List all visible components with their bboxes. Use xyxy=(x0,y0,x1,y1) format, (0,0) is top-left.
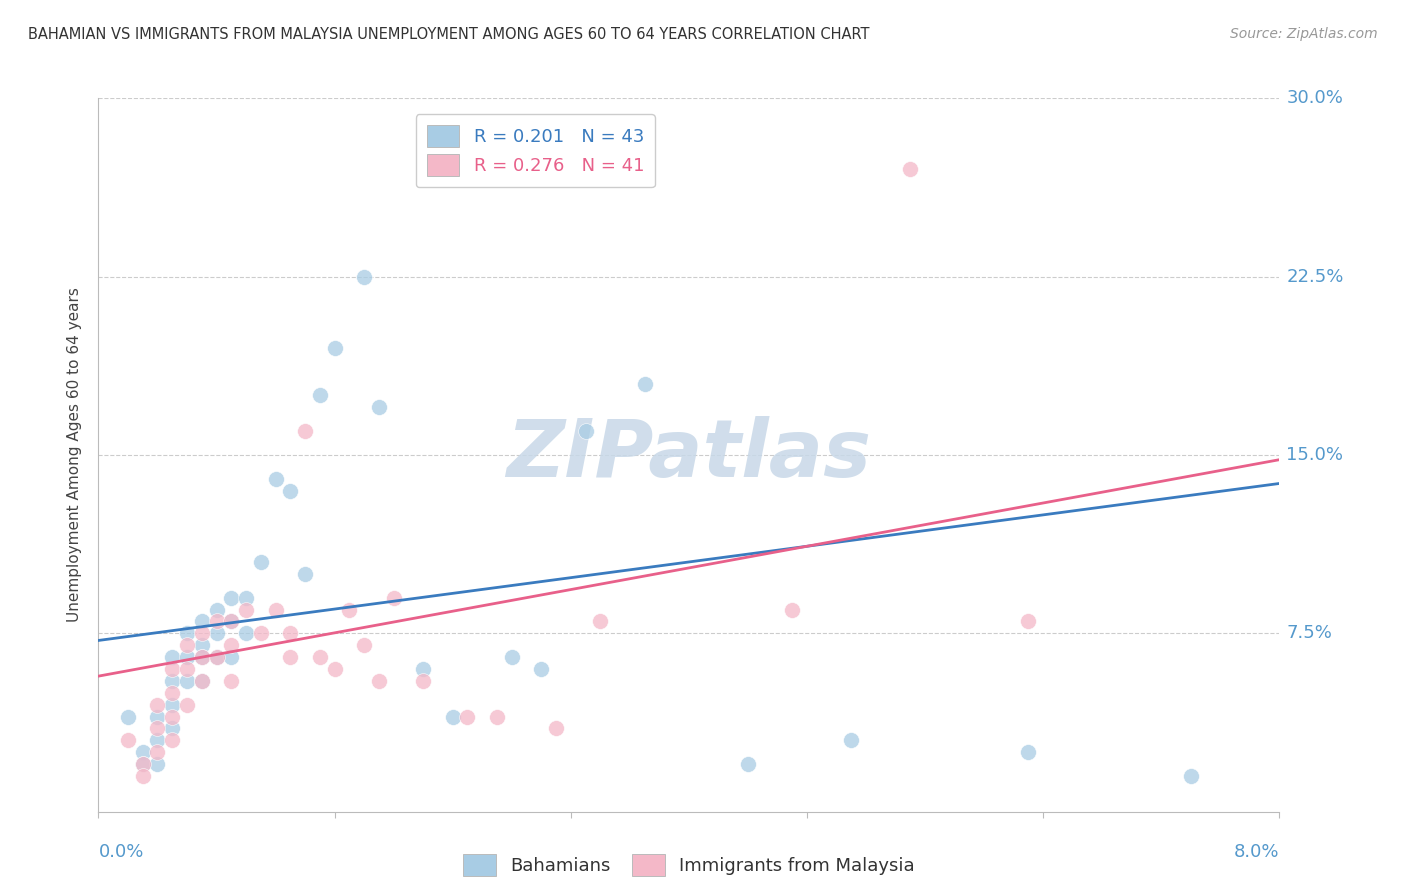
Point xyxy=(162,662,183,676)
Point xyxy=(412,673,434,688)
Point xyxy=(278,650,301,665)
Point xyxy=(367,401,389,415)
Point xyxy=(250,555,273,569)
Point xyxy=(1017,615,1039,629)
Point xyxy=(382,591,405,605)
Point xyxy=(146,709,169,723)
Point xyxy=(117,709,139,723)
Point xyxy=(294,424,316,438)
Point xyxy=(191,626,214,640)
Point xyxy=(219,615,242,629)
Point xyxy=(412,662,434,676)
Point xyxy=(353,269,375,284)
Point xyxy=(219,638,242,652)
Point xyxy=(530,662,553,676)
Point xyxy=(441,709,464,723)
Point xyxy=(205,650,228,665)
Legend: Bahamians, Immigrants from Malaysia: Bahamians, Immigrants from Malaysia xyxy=(454,845,924,885)
Point xyxy=(264,602,287,616)
Point xyxy=(162,650,183,665)
Point xyxy=(898,162,921,177)
Point xyxy=(162,733,183,747)
Point xyxy=(176,698,198,712)
Text: 15.0%: 15.0% xyxy=(1286,446,1344,464)
Text: 22.5%: 22.5% xyxy=(1286,268,1344,285)
Y-axis label: Unemployment Among Ages 60 to 64 years: Unemployment Among Ages 60 to 64 years xyxy=(67,287,83,623)
Text: ZIPatlas: ZIPatlas xyxy=(506,416,872,494)
Point xyxy=(235,602,257,616)
Point xyxy=(219,650,242,665)
Text: 30.0%: 30.0% xyxy=(1286,89,1343,107)
Point xyxy=(839,733,862,747)
Point xyxy=(1017,745,1039,759)
Point xyxy=(633,376,655,391)
Point xyxy=(235,591,257,605)
Point xyxy=(191,673,214,688)
Point xyxy=(146,745,169,759)
Point xyxy=(589,615,612,629)
Point xyxy=(176,626,198,640)
Point xyxy=(544,722,567,736)
Point xyxy=(146,698,169,712)
Text: 0.0%: 0.0% xyxy=(98,843,143,861)
Point xyxy=(456,709,478,723)
Point xyxy=(308,650,332,665)
Point xyxy=(191,673,214,688)
Point xyxy=(162,673,183,688)
Point xyxy=(323,341,346,355)
Point xyxy=(176,638,198,652)
Text: BAHAMIAN VS IMMIGRANTS FROM MALAYSIA UNEMPLOYMENT AMONG AGES 60 TO 64 YEARS CORR: BAHAMIAN VS IMMIGRANTS FROM MALAYSIA UNE… xyxy=(28,27,870,42)
Point xyxy=(501,650,523,665)
Point xyxy=(176,662,198,676)
Point xyxy=(191,638,214,652)
Point xyxy=(219,591,242,605)
Point xyxy=(574,424,596,438)
Point xyxy=(323,662,346,676)
Point xyxy=(337,602,360,616)
Point xyxy=(294,566,316,581)
Point xyxy=(191,650,214,665)
Point xyxy=(264,472,287,486)
Point xyxy=(205,602,228,616)
Point xyxy=(146,733,169,747)
Point xyxy=(176,650,198,665)
Point xyxy=(205,615,228,629)
Point xyxy=(1180,769,1202,783)
Point xyxy=(162,698,183,712)
Point xyxy=(235,626,257,640)
Point xyxy=(191,650,214,665)
Point xyxy=(250,626,273,640)
Point xyxy=(146,757,169,772)
Point xyxy=(132,769,155,783)
Text: 8.0%: 8.0% xyxy=(1234,843,1279,861)
Point xyxy=(367,673,389,688)
Point xyxy=(205,650,228,665)
Point xyxy=(278,626,301,640)
Point xyxy=(132,757,155,772)
Point xyxy=(219,615,242,629)
Point xyxy=(146,722,169,736)
Point xyxy=(353,638,375,652)
Point xyxy=(782,602,804,616)
Point xyxy=(737,757,759,772)
Point xyxy=(191,615,214,629)
Point xyxy=(162,722,183,736)
Point xyxy=(219,673,242,688)
Point xyxy=(132,757,155,772)
Point xyxy=(485,709,508,723)
Point xyxy=(176,673,198,688)
Point xyxy=(278,483,301,498)
Text: Source: ZipAtlas.com: Source: ZipAtlas.com xyxy=(1230,27,1378,41)
Point xyxy=(117,733,139,747)
Point xyxy=(162,709,183,723)
Point xyxy=(132,745,155,759)
Point xyxy=(162,686,183,700)
Point xyxy=(205,626,228,640)
Point xyxy=(308,388,332,402)
Text: 7.5%: 7.5% xyxy=(1286,624,1333,642)
